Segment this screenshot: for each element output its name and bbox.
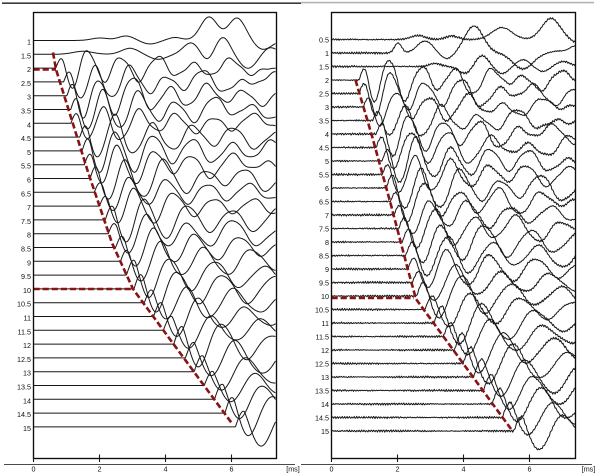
svg-text:4: 4: [325, 130, 329, 139]
svg-text:13: 13: [23, 369, 31, 378]
svg-text:3.5: 3.5: [21, 107, 31, 116]
svg-text:14: 14: [23, 396, 31, 405]
svg-text:13: 13: [321, 373, 329, 382]
svg-text:2.5: 2.5: [319, 90, 329, 99]
svg-text:2: 2: [98, 465, 102, 474]
svg-text:14: 14: [321, 400, 329, 409]
svg-text:4.5: 4.5: [21, 134, 31, 143]
svg-text:[ms]: [ms]: [582, 465, 596, 474]
svg-text:8.5: 8.5: [21, 245, 31, 254]
svg-text:7.5: 7.5: [21, 217, 31, 226]
svg-text:2: 2: [27, 65, 31, 74]
svg-text:7: 7: [325, 211, 329, 220]
svg-text:3.5: 3.5: [319, 117, 329, 126]
svg-text:2: 2: [396, 465, 400, 474]
svg-text:6: 6: [230, 465, 234, 474]
svg-text:14.5: 14.5: [315, 414, 329, 423]
svg-text:13.5: 13.5: [17, 383, 31, 392]
svg-text:2: 2: [325, 76, 329, 85]
svg-text:9: 9: [325, 265, 329, 274]
svg-text:1: 1: [27, 38, 31, 47]
svg-text:0.5: 0.5: [319, 36, 329, 45]
svg-text:15: 15: [23, 424, 31, 433]
svg-text:0: 0: [330, 465, 334, 474]
svg-text:12: 12: [23, 341, 31, 350]
svg-text:12: 12: [321, 346, 329, 355]
svg-text:5.5: 5.5: [319, 171, 329, 180]
svg-text:0: 0: [32, 465, 36, 474]
svg-text:10.5: 10.5: [17, 300, 31, 309]
svg-text:2.5: 2.5: [21, 79, 31, 88]
svg-text:8.5: 8.5: [319, 252, 329, 261]
svg-text:5: 5: [27, 148, 31, 157]
svg-text:10: 10: [321, 292, 329, 301]
svg-text:4: 4: [27, 120, 31, 129]
svg-text:11.5: 11.5: [316, 333, 329, 342]
svg-text:1.5: 1.5: [21, 51, 31, 60]
svg-text:1.5: 1.5: [319, 63, 329, 72]
svg-text:5: 5: [325, 157, 329, 166]
svg-text:12.5: 12.5: [315, 360, 329, 369]
svg-text:14.5: 14.5: [17, 410, 31, 419]
svg-text:10: 10: [23, 286, 31, 295]
svg-text:9.5: 9.5: [21, 272, 31, 281]
svg-text:7: 7: [27, 203, 31, 212]
svg-text:11.5: 11.5: [18, 327, 31, 336]
svg-text:6: 6: [325, 184, 329, 193]
svg-text:13.5: 13.5: [315, 387, 329, 396]
svg-text:[ms]: [ms]: [286, 465, 300, 474]
svg-text:11: 11: [322, 319, 329, 328]
svg-text:9.5: 9.5: [319, 279, 329, 288]
svg-text:3: 3: [325, 103, 329, 112]
svg-text:4.5: 4.5: [319, 144, 329, 153]
svg-text:8: 8: [325, 238, 329, 247]
svg-text:15: 15: [321, 427, 329, 436]
svg-text:3: 3: [27, 93, 31, 102]
svg-text:6: 6: [27, 176, 31, 185]
svg-text:4: 4: [462, 465, 466, 474]
svg-text:6.5: 6.5: [319, 198, 329, 207]
svg-text:8: 8: [27, 231, 31, 240]
svg-text:9: 9: [27, 258, 31, 267]
svg-text:6.5: 6.5: [21, 189, 31, 198]
svg-text:10.5: 10.5: [315, 306, 329, 315]
svg-text:7.5: 7.5: [319, 225, 329, 234]
svg-text:4: 4: [164, 465, 168, 474]
svg-text:1: 1: [325, 49, 329, 58]
svg-text:11: 11: [24, 314, 31, 323]
svg-text:12.5: 12.5: [17, 355, 31, 364]
svg-text:6: 6: [528, 465, 532, 474]
svg-text:5.5: 5.5: [21, 162, 31, 171]
